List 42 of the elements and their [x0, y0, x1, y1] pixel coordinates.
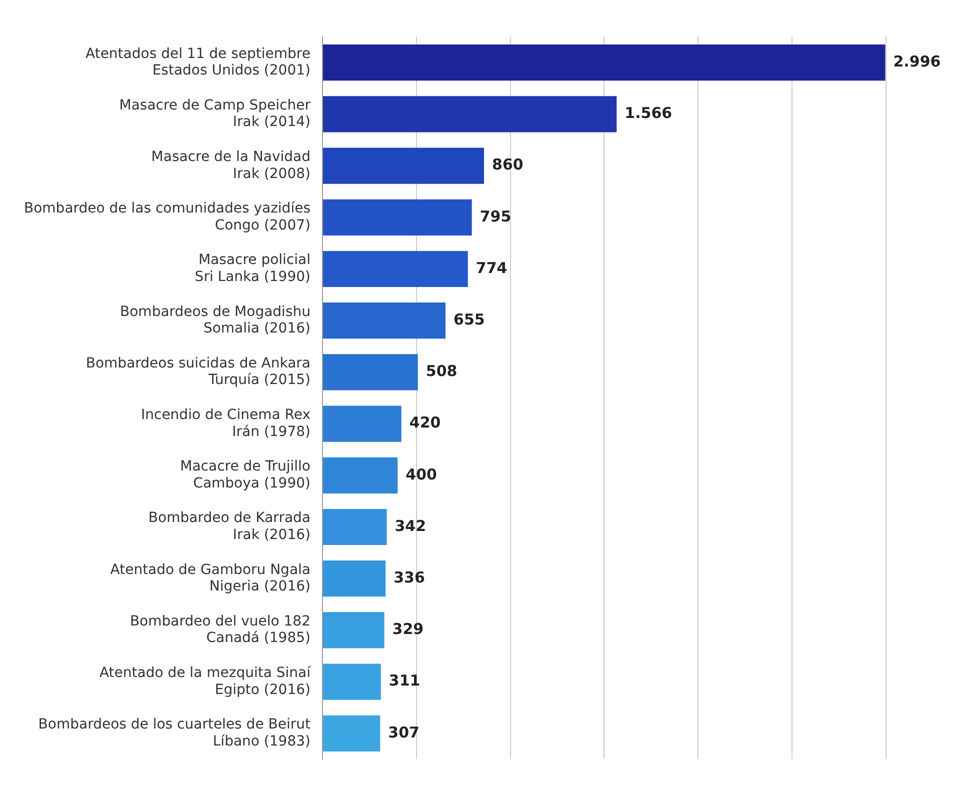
bar: [322, 96, 617, 132]
data-label: 860: [492, 156, 524, 174]
bar: [322, 250, 468, 288]
y-tick-label: Bombardeos de Mogadishu Somalia (2016): [120, 304, 310, 337]
bar: [322, 354, 418, 390]
y-tick-label: Atentado de Gamboru Ngala Nigeria (2016): [110, 562, 310, 595]
data-label: 311: [388, 672, 420, 690]
data-label: 774: [476, 258, 508, 277]
y-tick-label: Masacre de Camp Speicher Irak (2014): [119, 97, 311, 130]
y-tick-label: Bombardeo de Karrada Irak (2016): [148, 510, 310, 544]
bar: [322, 199, 472, 236]
data-label: 2.996: [893, 52, 941, 70]
data-label: 655: [454, 310, 485, 328]
bar: [322, 406, 402, 442]
bar: [322, 148, 484, 184]
data-label: 336: [394, 568, 425, 586]
bar: [322, 612, 384, 648]
bar: [322, 560, 386, 597]
y-tick-label: Masacre de la Navidad Irak (2008): [151, 149, 310, 182]
y-tick-label: Masacre policial Sri Lanka (1990): [194, 252, 310, 286]
y-tick-label: Bombardeos de los cuarteles de Beirut Líbano (1983): [38, 716, 311, 750]
y-tick-label: Atentados del 11 de septiembre Estados Unidos (2001): [85, 46, 310, 79]
data-label: 795: [480, 207, 512, 226]
y-tick-label: Incendio de Cinema Rex Irán (1978): [140, 407, 310, 440]
bar: [322, 508, 387, 546]
data-label: 329: [392, 620, 424, 638]
bar: [322, 715, 380, 752]
y-tick-label: Bombardeo del vuelo 182 Canadá (1985): [130, 613, 310, 646]
bar: [322, 664, 381, 700]
y-tick-label: Bombardeo de las comunidades yazidíes Congo (2007): [24, 200, 310, 234]
data-label: 307: [388, 723, 420, 742]
data-label: 420: [409, 414, 441, 432]
bar: [322, 302, 446, 339]
bar: [322, 457, 398, 494]
y-tick-label: Macacre de Trujillo Camboya (1990): [180, 458, 310, 492]
y-tick-label: Bombardeos suicidas de Ankara Turquía (2015): [86, 355, 310, 388]
data-label: 342: [394, 516, 426, 535]
data-label: 1.566: [624, 104, 672, 122]
bar: [322, 44, 886, 81]
y-tick-label: Atentado de la mezquita Sinaí Egipto (2016): [99, 665, 312, 698]
data-label: 508: [426, 362, 458, 380]
data-label: 400: [406, 465, 437, 484]
